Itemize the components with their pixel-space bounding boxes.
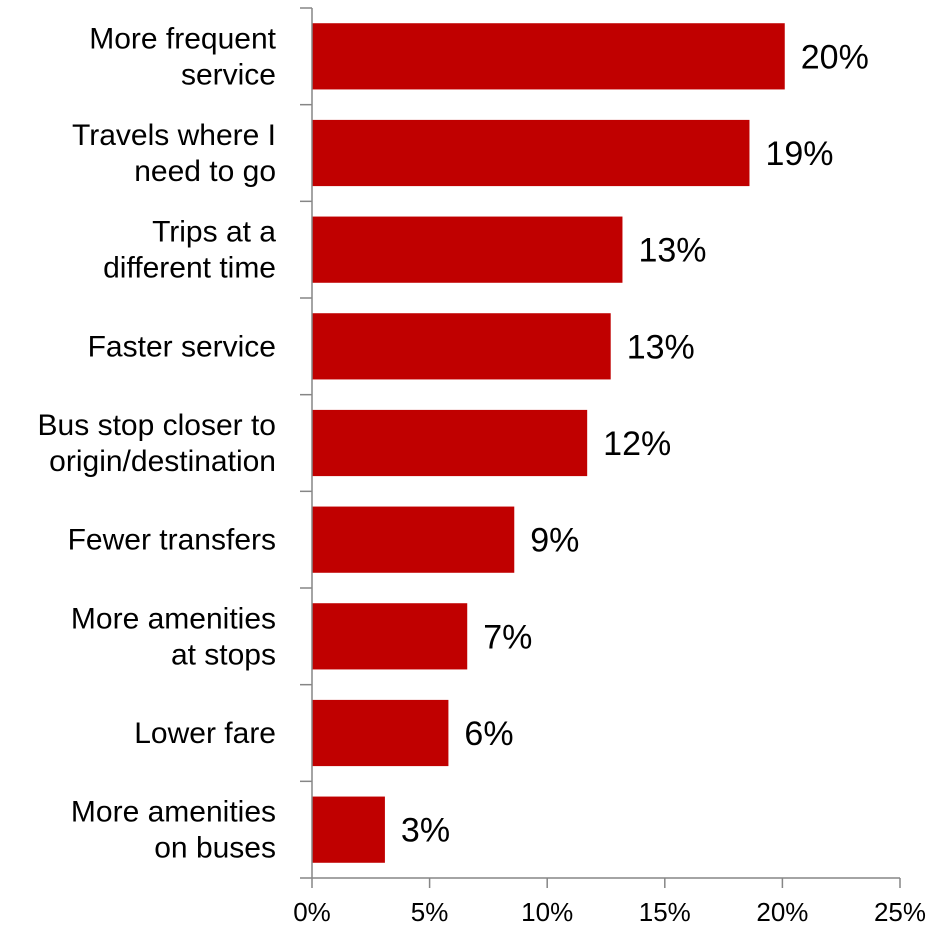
x-tick-label: 20% xyxy=(756,897,808,927)
category-label-line: at stops xyxy=(171,638,276,671)
category-label-line: Travels where I xyxy=(72,119,276,152)
category-label-line: More frequent xyxy=(89,22,276,55)
category-label: Bus stop closer to origin/destination xyxy=(38,409,276,478)
bar xyxy=(312,699,449,767)
x-tick-label: 25% xyxy=(874,897,926,927)
category-label-line: Fewer transfers xyxy=(68,524,276,557)
category-label-line: Faster service xyxy=(88,330,276,363)
value-label: 13% xyxy=(627,328,695,366)
bar xyxy=(312,23,785,90)
category-label: More frequent service xyxy=(89,22,276,91)
value-label: 13% xyxy=(638,232,706,270)
category-label: More amenities at stops xyxy=(71,602,276,671)
category-label-line: different time xyxy=(103,252,276,285)
category-label: More amenities on buses xyxy=(71,796,276,865)
x-tick-label: 5% xyxy=(411,897,449,927)
category-label-line: origin/destination xyxy=(49,445,276,478)
ticks-layer xyxy=(300,7,901,888)
bar xyxy=(312,216,623,283)
category-label-line: on buses xyxy=(154,832,276,865)
bar xyxy=(312,603,468,670)
value-label: 3% xyxy=(401,812,450,850)
category-label-line: Bus stop closer to xyxy=(38,409,276,442)
value-label: 9% xyxy=(530,522,579,560)
category-label: Lower fare xyxy=(134,717,276,750)
bar xyxy=(312,796,385,863)
value-label: 12% xyxy=(603,425,671,463)
value-label: 19% xyxy=(765,135,833,173)
category-label-line: Trips at a xyxy=(152,216,276,249)
value-label: 20% xyxy=(801,38,869,76)
category-label-line: service xyxy=(181,58,276,91)
category-label-line: More amenities xyxy=(71,602,276,635)
bar xyxy=(312,119,750,187)
bar xyxy=(312,506,515,573)
value-labels: 20% 19% 13% 13% 12% 9% 7% 6% 3% xyxy=(401,38,869,849)
category-label: Faster service xyxy=(88,330,276,363)
category-label: Fewer transfers xyxy=(68,524,276,557)
x-tick-label: 15% xyxy=(639,897,691,927)
bar xyxy=(312,313,611,380)
x-tick-label: 0% xyxy=(293,897,331,927)
category-label-line: need to go xyxy=(134,155,276,188)
x-tick-label: 10% xyxy=(521,897,573,927)
value-label: 6% xyxy=(464,715,513,753)
x-tick-labels: 0% 5% 10% 15% 20% 25% xyxy=(293,897,926,927)
bars-layer xyxy=(312,23,785,863)
bar xyxy=(312,409,588,477)
category-label-line: More amenities xyxy=(71,796,276,829)
value-label: 7% xyxy=(483,618,532,656)
category-label-line: Lower fare xyxy=(134,717,276,750)
category-label: Trips at a different time xyxy=(103,216,276,285)
axes xyxy=(311,8,900,879)
